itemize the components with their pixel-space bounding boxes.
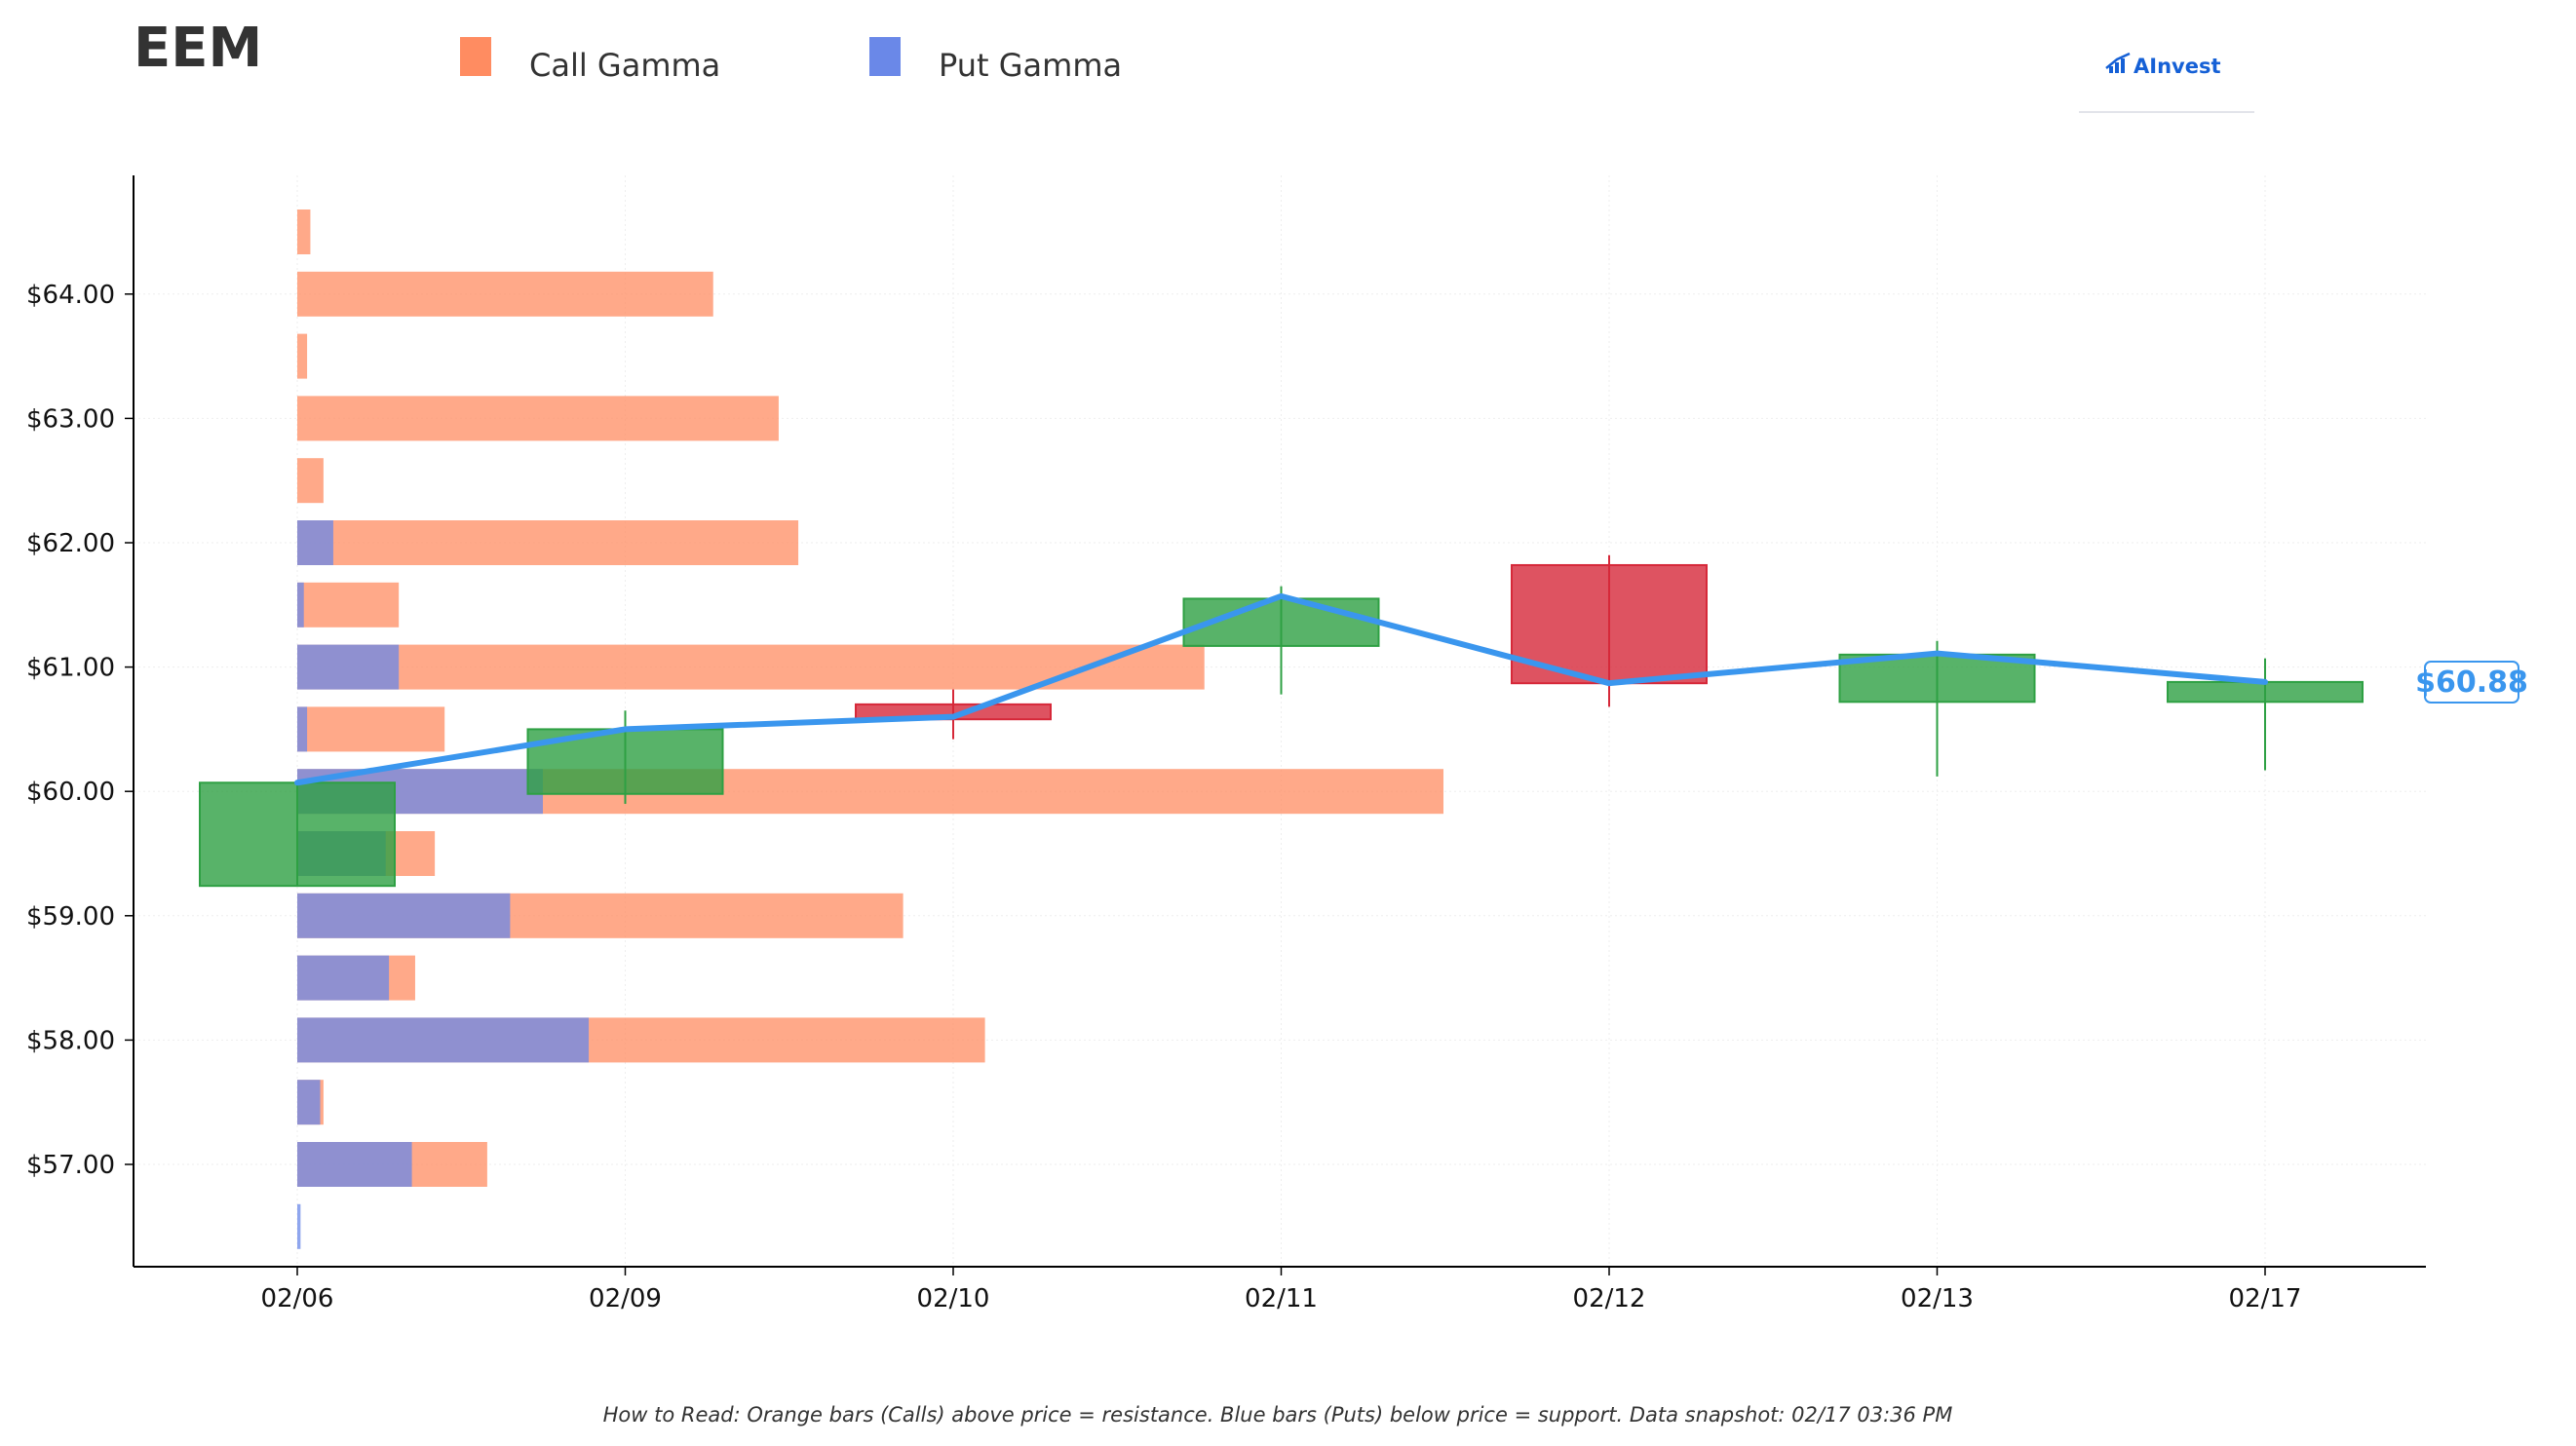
x-axis-ticks: 02/06 02/09 02/10 02/11 02/12 02/13 02/17 <box>261 1267 2302 1313</box>
legend-call-swatch <box>460 37 491 76</box>
put-gamma-bar <box>297 1142 412 1187</box>
current-price-tag: $60.88 <box>2415 661 2528 704</box>
legend-call-label: Call Gamma <box>529 47 720 84</box>
logo-chart-icon <box>2105 52 2131 73</box>
call-gamma-bar <box>297 209 311 254</box>
x-tick-label: 02/09 <box>589 1284 662 1313</box>
ainvest-logo: AInvest <box>2079 52 2254 113</box>
x-tick-label: 02/12 <box>1573 1284 1646 1313</box>
put-gamma-bar <box>297 1080 321 1125</box>
chart-title: EEM <box>134 17 262 80</box>
gamma-bars <box>297 209 1443 1249</box>
call-gamma-bar <box>297 644 1205 690</box>
x-tick-label: 02/11 <box>1245 1284 1318 1313</box>
price-tag-text: $60.88 <box>2415 666 2528 700</box>
x-tick-label: 02/17 <box>2229 1284 2302 1313</box>
call-gamma-bar <box>297 333 308 379</box>
put-gamma-bar <box>297 520 333 565</box>
candle-body <box>2167 680 2364 704</box>
price-line <box>294 592 2268 786</box>
header: EEM Call Gamma Put Gamma AInvest <box>134 17 2254 113</box>
y-tick-label: $58.00 <box>26 1026 115 1055</box>
put-gamma-bar <box>297 893 511 938</box>
put-gamma-bar <box>297 1017 590 1063</box>
legend-put-swatch <box>869 37 901 76</box>
y-tick-label: $60.00 <box>26 778 115 807</box>
legend-put-label: Put Gamma <box>939 47 1122 84</box>
gridlines <box>134 175 2426 1267</box>
price-tag-box <box>2424 661 2519 704</box>
put-gamma-bar <box>297 582 304 628</box>
close-price-line <box>294 592 2268 786</box>
put-gamma-bar <box>297 706 308 752</box>
call-gamma-bar <box>297 458 324 504</box>
y-tick-label: $59.00 <box>26 902 115 932</box>
candle-body <box>199 781 396 888</box>
x-tick-label: 02/10 <box>917 1284 990 1313</box>
y-tick-label: $61.00 <box>26 654 115 683</box>
put-gamma-bar <box>297 644 400 690</box>
x-tick-label: 02/06 <box>261 1284 334 1313</box>
call-gamma-bar <box>297 396 779 441</box>
call-gamma-bar <box>297 582 400 628</box>
x-tick-label: 02/13 <box>1901 1284 1974 1313</box>
call-gamma-bar <box>297 706 445 752</box>
call-gamma-bar <box>297 520 799 565</box>
axes <box>133 175 2426 1268</box>
footnote: How to Read: Orange bars (Calls) above p… <box>603 1403 1953 1427</box>
y-tick-label: $62.00 <box>26 529 115 558</box>
logo-text: AInvest <box>2134 55 2221 78</box>
y-tick-label: $64.00 <box>26 281 115 310</box>
y-tick-label: $63.00 <box>26 404 115 434</box>
call-gamma-bar <box>297 271 713 317</box>
candlesticks <box>199 554 2364 888</box>
put-gamma-bar <box>297 955 390 1001</box>
y-axis-ticks: $57.00 $58.00 $59.00 $60.00 $61.00 $62.00 $63.… <box>26 281 134 1180</box>
candle-body <box>1838 653 2036 704</box>
y-tick-label: $57.00 <box>26 1151 115 1180</box>
put-gamma-bar <box>297 1203 301 1249</box>
